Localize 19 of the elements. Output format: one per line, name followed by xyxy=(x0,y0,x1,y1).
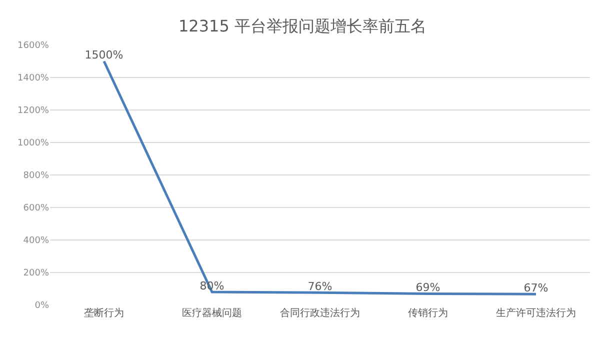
x-tick-label: 传销行为 xyxy=(408,307,448,319)
y-tick-label: 200% xyxy=(23,268,50,279)
x-tick-label: 生产许可违法行为 xyxy=(496,307,576,319)
chart-title: 12315 平台举报问题增长率前五名 xyxy=(178,16,426,36)
y-tick-label: 1000% xyxy=(18,138,50,149)
text: 67% xyxy=(524,281,548,294)
x-tick-label: 垄断行为 xyxy=(84,307,124,319)
text: 1500% xyxy=(84,48,124,62)
text: 76% xyxy=(308,280,332,293)
y-tick-label: 1400% xyxy=(18,74,50,84)
x-tick-label: 合同行政违法行为 xyxy=(280,307,360,319)
y-tick-label: 1200% xyxy=(18,106,50,116)
y-tick-label: 0% xyxy=(34,301,50,312)
y-tick-label: 400% xyxy=(23,236,50,246)
x-tick-label: 医疗器械问题 xyxy=(182,307,242,319)
y-tick-label: 600% xyxy=(23,204,50,214)
y-tick-label: 800% xyxy=(23,171,50,182)
y-tick-label: 1600% xyxy=(18,41,50,52)
text: 69% xyxy=(416,281,440,294)
